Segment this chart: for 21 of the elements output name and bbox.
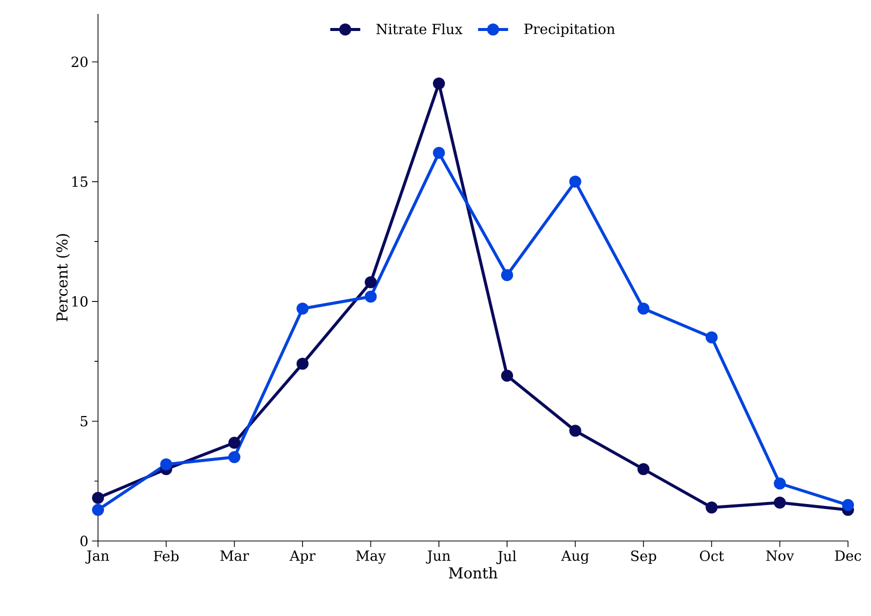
y-tick-label: 10 [72,296,88,307]
legend-label: Precipitation [524,24,615,37]
y-tick-label: 15 [72,176,88,187]
x-tick-label: Jul [496,550,516,564]
y-tick-label: 0 [80,536,88,546]
y-axis-title: Percent (%) [56,234,70,322]
x-tick-label: Aug [561,550,589,564]
x-tick-label: Sep [631,550,656,564]
x-tick-label: Feb [154,550,179,562]
x-tick-label: Jun [426,550,450,564]
y-tick-label: 5 [80,416,88,426]
x-axis-title: Month [448,566,498,579]
x-tick-label: Oct [700,550,724,562]
x-tick-label: Apr [290,550,316,564]
x-tick-label: Jan [85,550,110,564]
legend-label: Nitrate Flux [376,23,462,34]
y-tick-label: 20 [72,56,88,68]
x-tick-label: May [356,550,386,564]
x-tick-label: Mar [220,550,250,561]
x-tick-label: Dec [835,550,862,561]
x-tick-label: Nov [766,550,794,561]
